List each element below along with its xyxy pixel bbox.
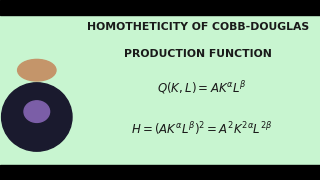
Bar xyxy=(0,0,320,15)
Circle shape xyxy=(18,59,56,81)
Text: HOMOTHETICITY OF COBB-DOUGLAS: HOMOTHETICITY OF COBB-DOUGLAS xyxy=(87,22,309,32)
Ellipse shape xyxy=(24,101,50,122)
Text: PRODUCTION FUNCTION: PRODUCTION FUNCTION xyxy=(124,49,272,59)
Bar xyxy=(0,165,320,180)
Text: $H = \left(AK^{\alpha}L^{\beta}\right)^{2} = A^{2}K^{2\alpha}L^{2\beta}$: $H = \left(AK^{\alpha}L^{\beta}\right)^{… xyxy=(131,121,272,138)
Ellipse shape xyxy=(2,83,72,151)
Text: $Q(K,L) = AK^{\alpha}L^{\beta}$: $Q(K,L) = AK^{\alpha}L^{\beta}$ xyxy=(157,79,246,97)
